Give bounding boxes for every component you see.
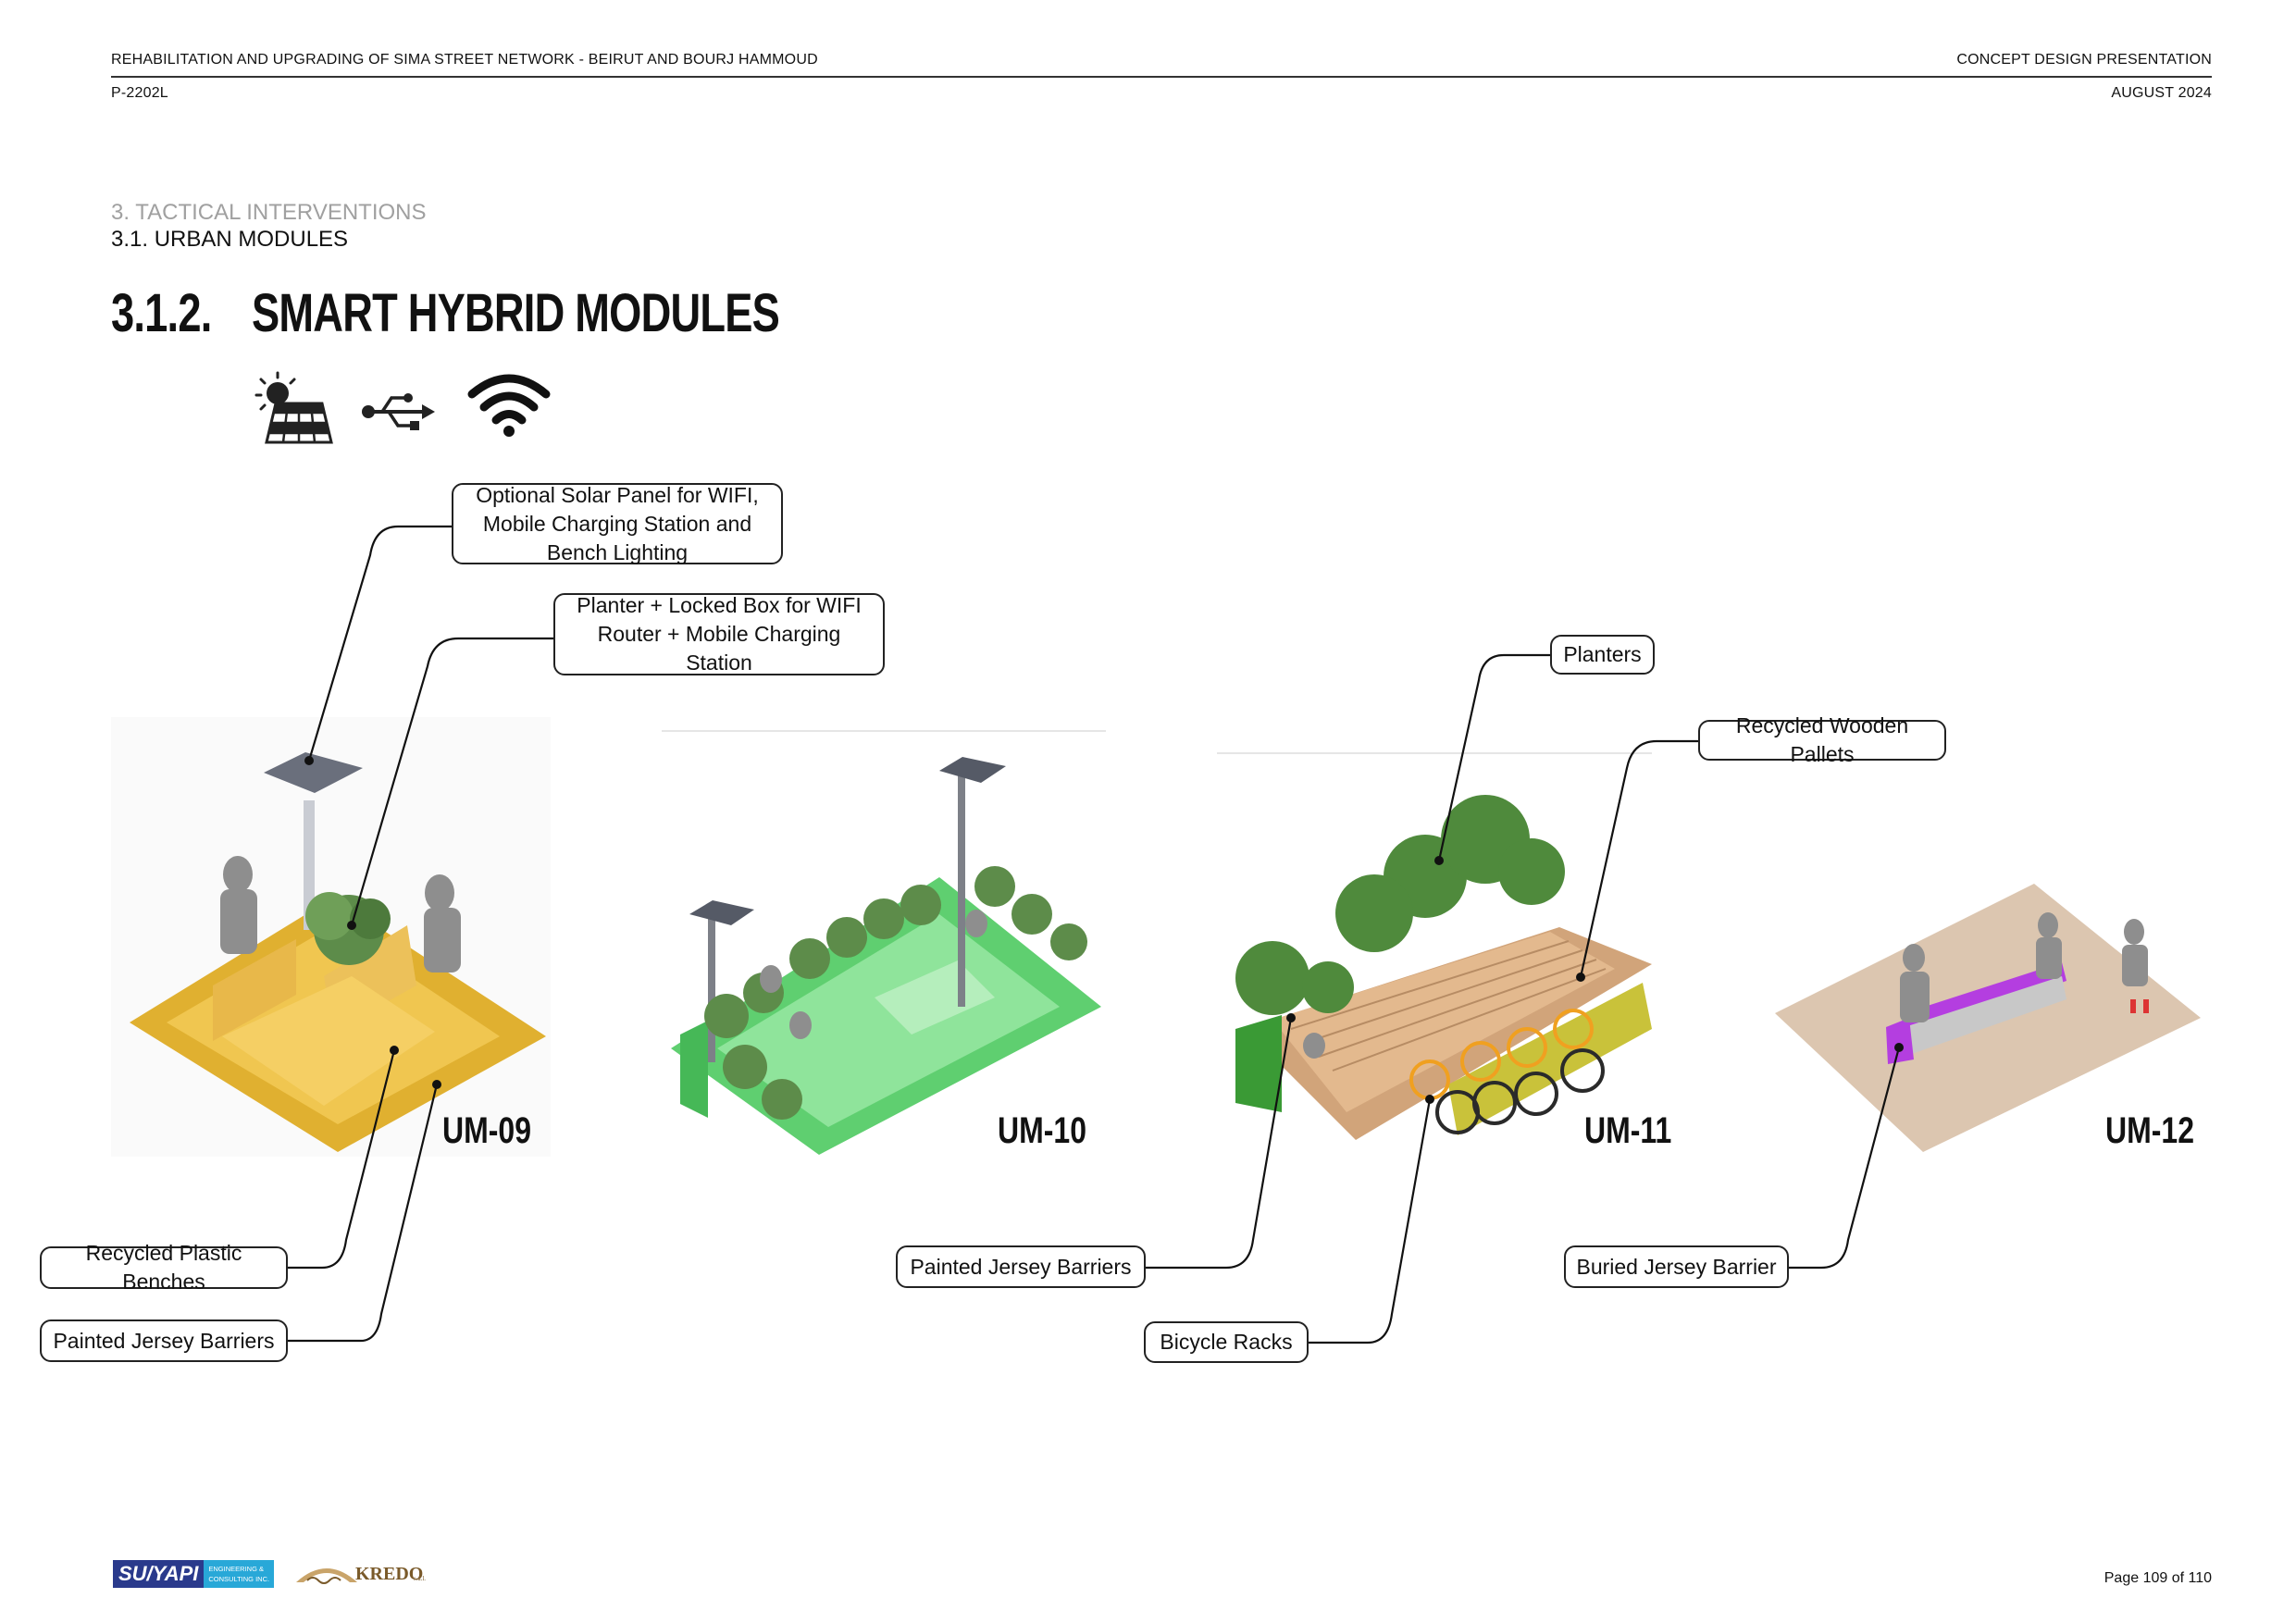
- module-illustration-um12: [1775, 884, 2201, 1152]
- callout-painted-jersey-barriers-um11: Painted Jersey Barriers: [896, 1245, 1146, 1288]
- module-code-um12: UM-12: [2105, 1110, 2195, 1151]
- suyapi-tagline-line1: ENGINEERING &: [208, 1565, 264, 1573]
- wifi-icon: [467, 374, 551, 437]
- module-illustration-um09: [111, 717, 551, 1157]
- suyapi-logo: SU/YAPI ENGINEERING & CONSULTING INC.: [113, 1560, 275, 1588]
- callout-solar-panel: Optional Solar Panel for WIFI, Mobile Ch…: [452, 483, 783, 564]
- module-code-um11: UM-11: [1584, 1110, 1672, 1151]
- presentation-date: AUGUST 2024: [2111, 85, 2212, 101]
- subsection-label: 3.1. URBAN MODULES: [111, 227, 349, 252]
- callout-painted-jersey-barriers-um09: Painted Jersey Barriers: [40, 1319, 288, 1362]
- usb-icon: [362, 393, 435, 430]
- chapter-label: 3. TACTICAL INTERVENTIONS: [111, 200, 427, 225]
- kredo-logo-arch: [296, 1568, 357, 1584]
- project-title: REHABILITATION AND UPGRADING OF SIMA STR…: [111, 52, 818, 68]
- header-rule: [111, 76, 2212, 78]
- module-code-um09: UM-09: [442, 1110, 532, 1151]
- page-title: SMART HYBRID MODULES: [252, 283, 780, 343]
- suyapi-logo-mark: SU/YAPI: [113, 1560, 205, 1588]
- suyapi-tagline-line2: CONSULTING INC.: [208, 1575, 270, 1583]
- callout-recycled-wooden-pallets: Recycled Wooden Pallets: [1698, 713, 1946, 766]
- callout-planters: Planters: [1550, 635, 1655, 675]
- callout-bicycle-racks: Bicycle Racks: [1144, 1321, 1309, 1363]
- project-code: P-2202L: [111, 85, 168, 101]
- callout-recycled-plastic-benches: Recycled Plastic Benches: [40, 1241, 288, 1294]
- module-code-um10: UM-10: [998, 1110, 1087, 1151]
- kredo-logo-suffix: s.a.l.: [414, 1575, 427, 1582]
- section-number: 3.1.2.: [111, 283, 212, 343]
- kredo-logo-text: KREDO: [355, 1564, 424, 1584]
- callout-planter-locked-box: Planter + Locked Box for WIFI Router + M…: [553, 593, 885, 675]
- module-illustration-um11: [1217, 752, 1652, 1140]
- presentation-type: CONCEPT DESIGN PRESENTATION: [1956, 52, 2212, 68]
- suyapi-logo-tagline: ENGINEERING & CONSULTING INC.: [204, 1560, 275, 1588]
- module-illustration-um10: [662, 730, 1106, 1155]
- page-number: Page 109 of 110: [2104, 1570, 2212, 1586]
- callout-buried-jersey-barrier: Buried Jersey Barrier: [1564, 1245, 1789, 1288]
- solar-panel-icon: [254, 371, 333, 444]
